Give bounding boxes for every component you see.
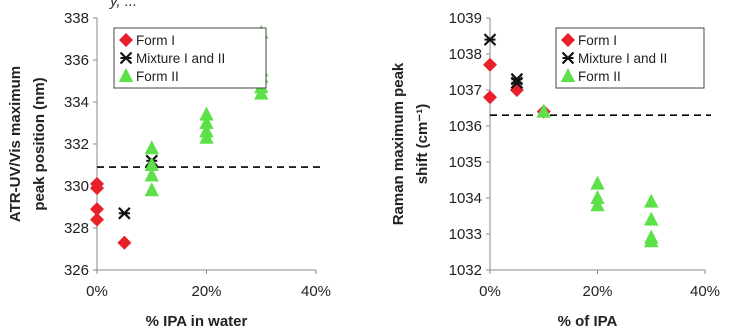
data-point-form-ii (536, 103, 551, 118)
y-tick-label: 1036 (449, 118, 482, 135)
y-tick-label: 330 (64, 178, 89, 195)
x-tick-label: 20% (191, 283, 221, 300)
cropped-caption-text: y, ... (110, 0, 138, 10)
data-point-form-ii (199, 129, 214, 144)
legend-label: Mixture I and II (136, 51, 225, 66)
y-tick-label: 1038 (449, 46, 482, 63)
data-point-form-i (90, 202, 104, 217)
y-tick-label: 1039 (449, 10, 482, 27)
data-point-mixture-i-and-ii (510, 76, 524, 90)
y-axis-title-line: peak position (nm) (31, 77, 48, 210)
data-point-form-ii (644, 211, 659, 226)
legend-label: Mixture I and II (578, 51, 667, 66)
x-tick-label: 40% (690, 283, 720, 300)
data-point-form-i (90, 181, 104, 196)
cropped-caption-strip: y, ... (0, 0, 420, 14)
y-tick-label: 1033 (449, 226, 482, 243)
y-tick-label: 1034 (449, 190, 482, 207)
y-tick-label: 328 (64, 220, 89, 237)
x-axis-title: % IPA in water (146, 313, 248, 330)
raman-chart: 1032 1033 1034 1035 1036 1037 1038 1039 0% 20% 40%… (390, 10, 720, 330)
y-axis-title-line: Raman maximum peak (390, 62, 407, 225)
data-point-form-ii (590, 190, 605, 204)
legend-label: Form II (578, 69, 621, 84)
legend: Form I Mixture I and II Form II (113, 27, 267, 89)
data-point-form-i (117, 235, 132, 250)
legend-label: Form II (136, 69, 179, 84)
legend-label: Form I (136, 33, 175, 48)
data-point-form-ii (590, 197, 605, 212)
data-point-form-i (483, 90, 497, 105)
y-axis-title-line: ATR-UV/Vis maximum (7, 66, 24, 222)
legend-marker (119, 51, 133, 65)
data-point-form-ii (144, 182, 159, 197)
legend-marker (561, 33, 575, 47)
data-point-form-ii (590, 175, 605, 190)
data-point-form-ii (254, 85, 269, 100)
x-tick-label: 0% (479, 283, 501, 300)
legend-marker (560, 68, 576, 82)
data-point-form-ii (644, 233, 659, 248)
legend-marker (561, 51, 575, 65)
x-tick-label: 40% (301, 283, 331, 300)
data-point-mixture-i-and-ii (483, 33, 497, 46)
y-tick-label: 334 (64, 94, 89, 111)
legend-marker (119, 33, 133, 47)
data-point-form-i (90, 212, 104, 227)
data-point-form-ii (144, 140, 159, 155)
data-point-form-ii (144, 157, 159, 171)
legend-box (555, 27, 705, 89)
y-tick-label: 326 (64, 262, 89, 279)
y-tick-label: 332 (64, 136, 89, 153)
uv-vis-chart: 326 328 330 332 334 336 338 0% 20% 40% % IPA in wa… (7, 10, 331, 330)
legend-box (113, 27, 267, 89)
x-tick-label: 0% (86, 283, 108, 300)
y-tick-label: 1035 (449, 154, 482, 171)
data-point-form-ii (199, 115, 214, 129)
data-point-form-i (483, 57, 497, 72)
data-point-form-ii (144, 167, 159, 182)
legend: Form I Mixture I and II Form II (555, 27, 705, 89)
y-tick-label: 1032 (449, 262, 482, 279)
legend-marker (118, 68, 134, 82)
x-tick-label: 20% (582, 283, 612, 300)
y-axis-title-line: shift (cm⁻¹) (414, 104, 431, 184)
y-tick-label: 1037 (449, 82, 482, 99)
data-point-form-ii (199, 106, 214, 121)
data-point-mixture-i-and-ii (118, 207, 131, 220)
y-tick-label: 336 (64, 52, 89, 69)
legend-label: Form I (578, 33, 617, 48)
y-tick-label: 338 (64, 10, 89, 27)
x-axis-title: % of IPA (558, 313, 618, 330)
data-point-form-ii (644, 193, 659, 208)
